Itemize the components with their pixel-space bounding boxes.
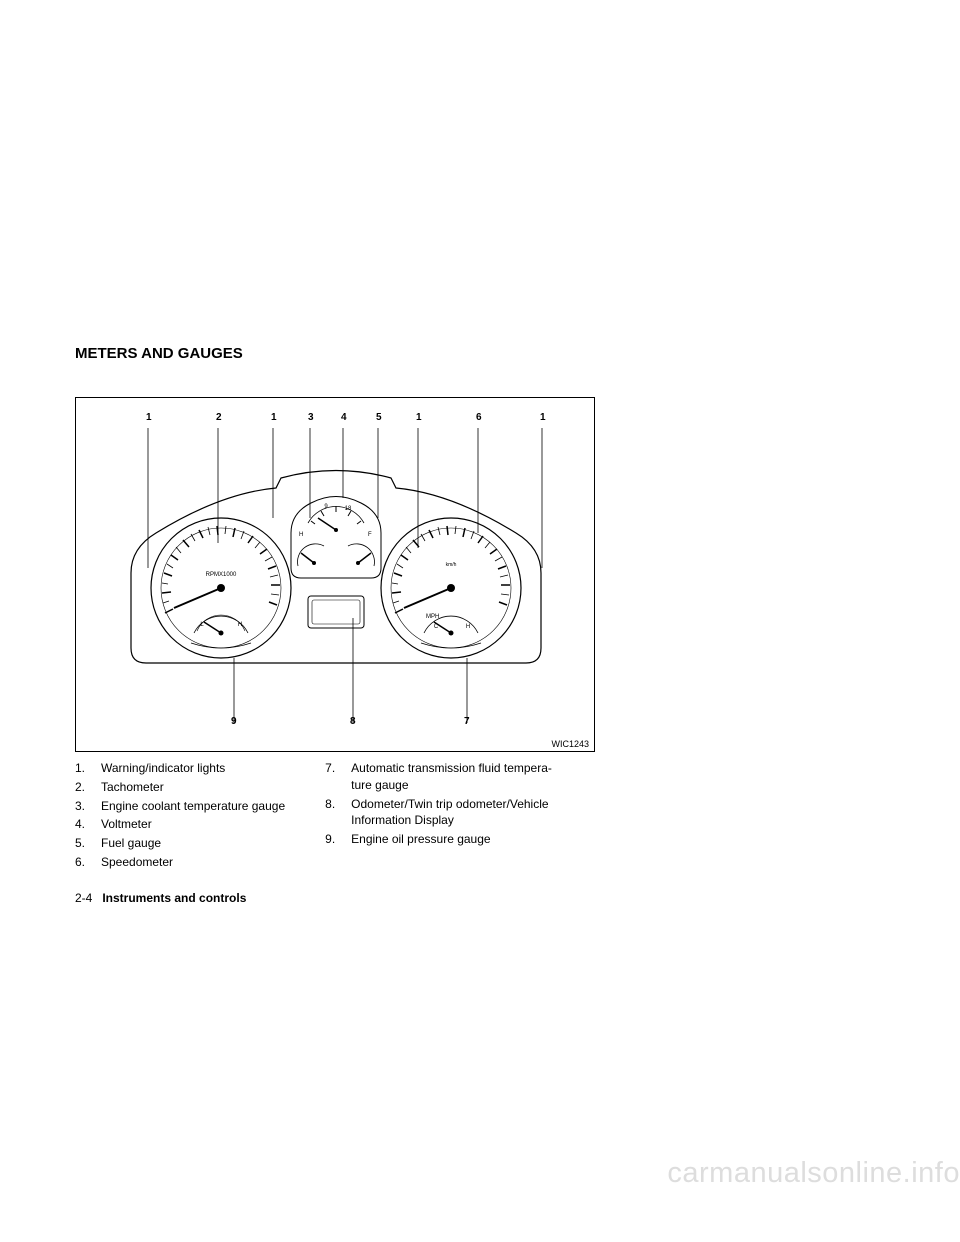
kmh-label: km/h <box>446 562 457 568</box>
legend-item: 6.Speedometer <box>75 854 285 871</box>
legend-item: 5.Fuel gauge <box>75 835 285 852</box>
legend-item: 3.Engine coolant temperature gauge <box>75 798 285 815</box>
section-heading: METERS AND GAUGES <box>75 345 885 362</box>
legend-item: 2.Tachometer <box>75 779 285 796</box>
dashboard-diagram: RPMX1000 L H <box>86 418 586 748</box>
volt-9: 9 <box>324 504 328 510</box>
trans-C: C <box>434 624 439 630</box>
volt-18: 18 <box>345 506 352 512</box>
oil-H: H <box>238 622 242 628</box>
trans-H: H <box>466 624 470 630</box>
legend-item: 8.Odometer/Twin trip odometer/Vehicle In… <box>325 796 552 830</box>
footer-section: Instruments and controls <box>102 891 246 905</box>
page-number: 2-4 <box>75 891 92 905</box>
page-content: METERS AND GAUGES 1 2 1 3 4 5 1 6 1 9 8 … <box>75 345 885 905</box>
oil-L: L <box>200 622 204 628</box>
legend-item: 7.Automatic transmission fluid tempera- … <box>325 760 552 794</box>
fuel-F: F <box>368 532 372 538</box>
rpm-label: RPMX1000 <box>206 572 237 578</box>
legend-col-1: 1.Warning/indicator lights 2.Tachometer … <box>75 760 285 873</box>
watermark: carmanualsonline.info <box>667 1157 960 1190</box>
temp-H: H <box>299 532 303 538</box>
diagram-id: WIC1243 <box>551 739 589 749</box>
page-footer: 2-4 Instruments and controls <box>75 891 885 905</box>
legend-item: 1.Warning/indicator lights <box>75 760 285 777</box>
legend-item: 4.Voltmeter <box>75 816 285 833</box>
legend-col-2: 7.Automatic transmission fluid tempera- … <box>325 760 552 873</box>
legend-item: 9.Engine oil pressure gauge <box>325 831 552 848</box>
legend: 1.Warning/indicator lights 2.Tachometer … <box>75 760 885 873</box>
diagram-box: 1 2 1 3 4 5 1 6 1 9 8 7 <box>75 397 595 752</box>
